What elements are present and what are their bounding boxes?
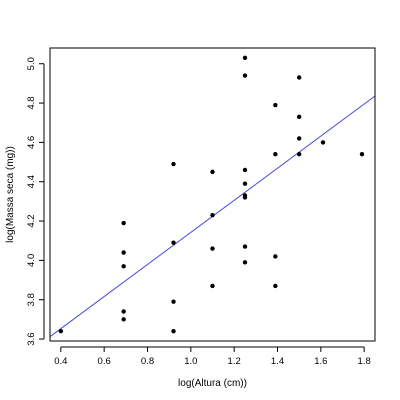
data-point — [121, 309, 126, 314]
plot-frame — [49, 47, 376, 342]
y-axis-title: log(Massa seca (mg)) — [5, 146, 16, 243]
data-point — [242, 55, 248, 61]
y-tick-label: 4.2 — [26, 214, 37, 227]
data-point — [121, 220, 126, 226]
y-tick-label: 3.6 — [26, 332, 37, 345]
y-tick-label: 4.0 — [26, 254, 37, 267]
data-point — [171, 328, 176, 334]
data-point — [359, 151, 365, 157]
data-point — [242, 181, 248, 186]
y-tick-label: 4.6 — [26, 136, 37, 149]
data-point — [210, 212, 215, 218]
data-point — [210, 246, 215, 251]
y-tick-label: 3.8 — [26, 293, 37, 306]
x-tick-label: 1.0 — [184, 356, 197, 367]
data-point — [242, 193, 248, 198]
x-axis: 0.4 0.6 0.8 1.0 1.2 1.4 1.6 1.8 — [54, 346, 371, 367]
y-tick-label: 4.8 — [26, 96, 37, 109]
x-tick-label: 1.4 — [271, 356, 284, 367]
x-tick-label: 1.2 — [228, 356, 241, 367]
data-point — [121, 264, 126, 269]
data-point — [171, 240, 176, 245]
data-point — [171, 161, 176, 167]
x-tick-label: 0.6 — [98, 356, 111, 367]
data-point — [296, 151, 302, 157]
x-tick-label: 1.8 — [358, 356, 371, 367]
points-layer — [58, 55, 365, 334]
data-point — [296, 75, 302, 80]
y-tick-label: 5.0 — [26, 57, 37, 70]
data-point — [296, 114, 302, 120]
data-point — [121, 317, 126, 322]
y-tick-label: 4.4 — [26, 175, 37, 188]
data-point — [273, 151, 278, 157]
data-point — [210, 283, 215, 289]
data-point — [242, 167, 248, 173]
data-point — [320, 140, 326, 145]
data-point — [273, 102, 278, 108]
data-point — [58, 328, 64, 334]
x-tick-label: 1.6 — [314, 356, 327, 367]
data-point — [273, 283, 278, 289]
x-tick-label: 0.8 — [141, 356, 154, 367]
data-point — [210, 169, 215, 175]
data-point — [296, 136, 302, 141]
data-point — [273, 254, 278, 259]
data-point — [242, 73, 248, 78]
data-point — [242, 260, 248, 265]
x-tick-label: 0.4 — [54, 356, 67, 367]
data-point — [171, 299, 176, 304]
y-axis: 3.6 3.8 4.0 4.2 4.4 4.6 4.8 5.0 — [26, 57, 45, 346]
data-point — [121, 250, 126, 255]
x-axis-title: log(Altura (cm)) — [178, 378, 247, 389]
data-point — [242, 244, 248, 249]
